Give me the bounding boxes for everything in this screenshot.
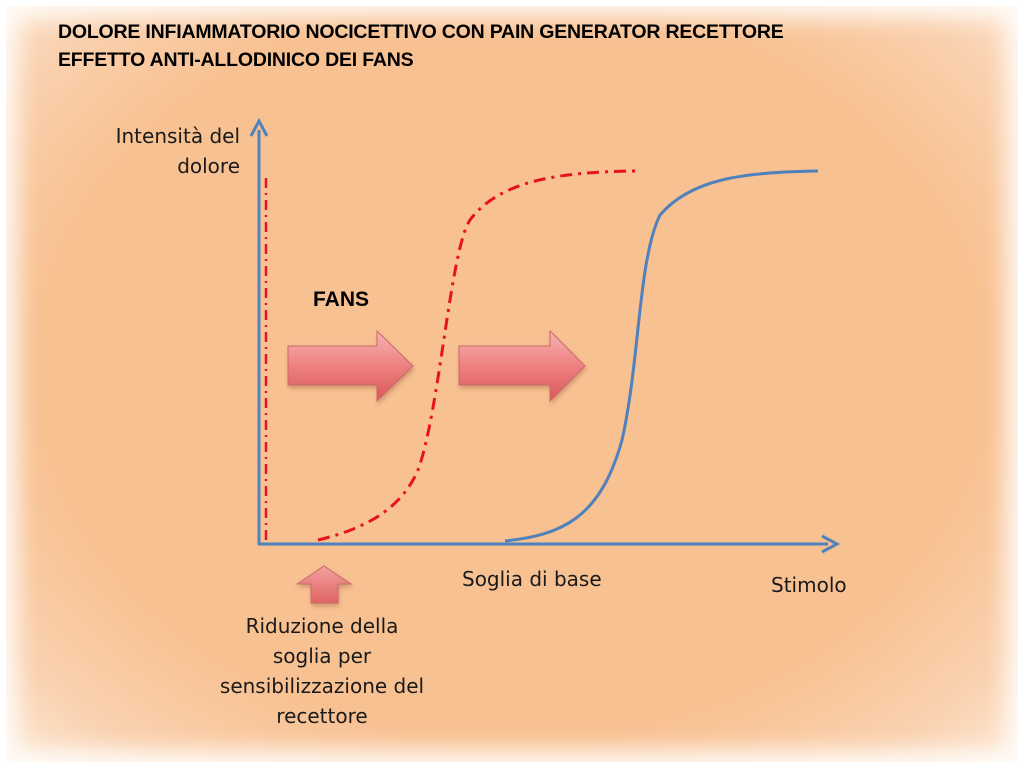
y-axis-label: Intensità del dolore (116, 121, 240, 181)
baseline-threshold-label: Soglia di base (462, 567, 602, 591)
x-axis-arrowhead (821, 534, 841, 554)
y-axis-label-line-2: dolore (177, 154, 240, 178)
x-axis-label: Stimolo (771, 573, 847, 597)
caption-line-3: sensibilizzazione del (219, 674, 425, 698)
y-axis-label-line-1: Intensità del (115, 124, 240, 148)
threshold-reduction-caption: Riduzione della soglia per sensibilizzaz… (196, 611, 448, 731)
caption-line-4: recettore (276, 704, 368, 728)
title-line-1: DOLORE INFIAMMATORIO NOCICETTIVO CON PAI… (58, 21, 784, 43)
baseline-curve (504, 169, 819, 543)
fans-label: FANS (313, 288, 370, 311)
threshold-reduction-arrow (295, 565, 353, 604)
caption-line-2: soglia per (272, 644, 372, 668)
y-axis-arrowhead (249, 117, 269, 137)
title-line-2: EFFETTO ANTI-ALLODINICO DEI FANS (58, 49, 414, 71)
fans-arrow-left (287, 329, 414, 403)
fans-arrow-right (458, 329, 586, 403)
caption-line-1: Riduzione della (245, 614, 399, 638)
slide-title: DOLORE INFIAMMATORIO NOCICETTIVO CON PAI… (58, 18, 988, 74)
